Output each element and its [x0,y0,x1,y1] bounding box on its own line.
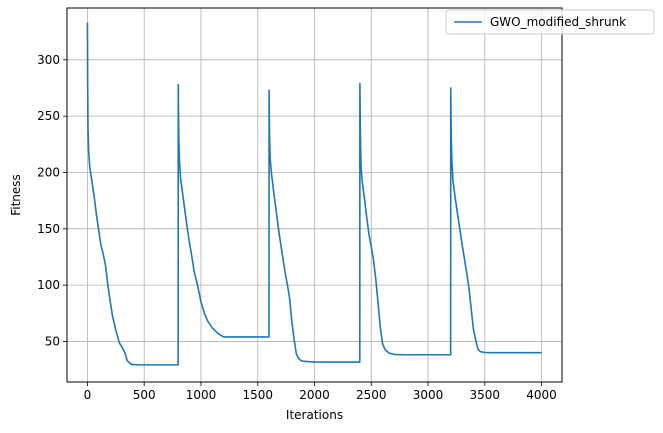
series-layer [86,22,542,366]
x-tick-label: 2500 [356,388,387,402]
x-tick-label: 3500 [470,388,501,402]
series-line-0 [86,22,542,366]
x-tick-label: 2000 [299,388,330,402]
x-axis-label: Iterations [286,408,343,422]
x-tick-label: 500 [133,388,156,402]
x-tick-label: 3000 [413,388,444,402]
x-tick-label: 4000 [526,388,557,402]
y-tick-label: 200 [37,165,60,179]
x-tick-label: 0 [84,388,92,402]
y-tick-label: 150 [37,222,60,236]
grid [67,8,562,382]
x-tick-label: 1000 [186,388,217,402]
y-axis-label: Fitness [9,174,23,216]
legend-entry-label: GWO_modified_shrunk [490,15,626,29]
y-axis: 50 100 150 200 250 300 [37,53,67,348]
x-tick-label: 1500 [242,388,273,402]
y-tick-label: 50 [45,334,60,348]
y-tick-label: 100 [37,278,60,292]
legend: GWO_modified_shrunk [445,9,655,35]
x-axis: 0 500 1000 1500 2000 2500 3000 3500 4000 [84,382,557,402]
legend-box [445,9,655,35]
y-tick-label: 300 [37,53,60,67]
y-tick-label: 250 [37,109,60,123]
